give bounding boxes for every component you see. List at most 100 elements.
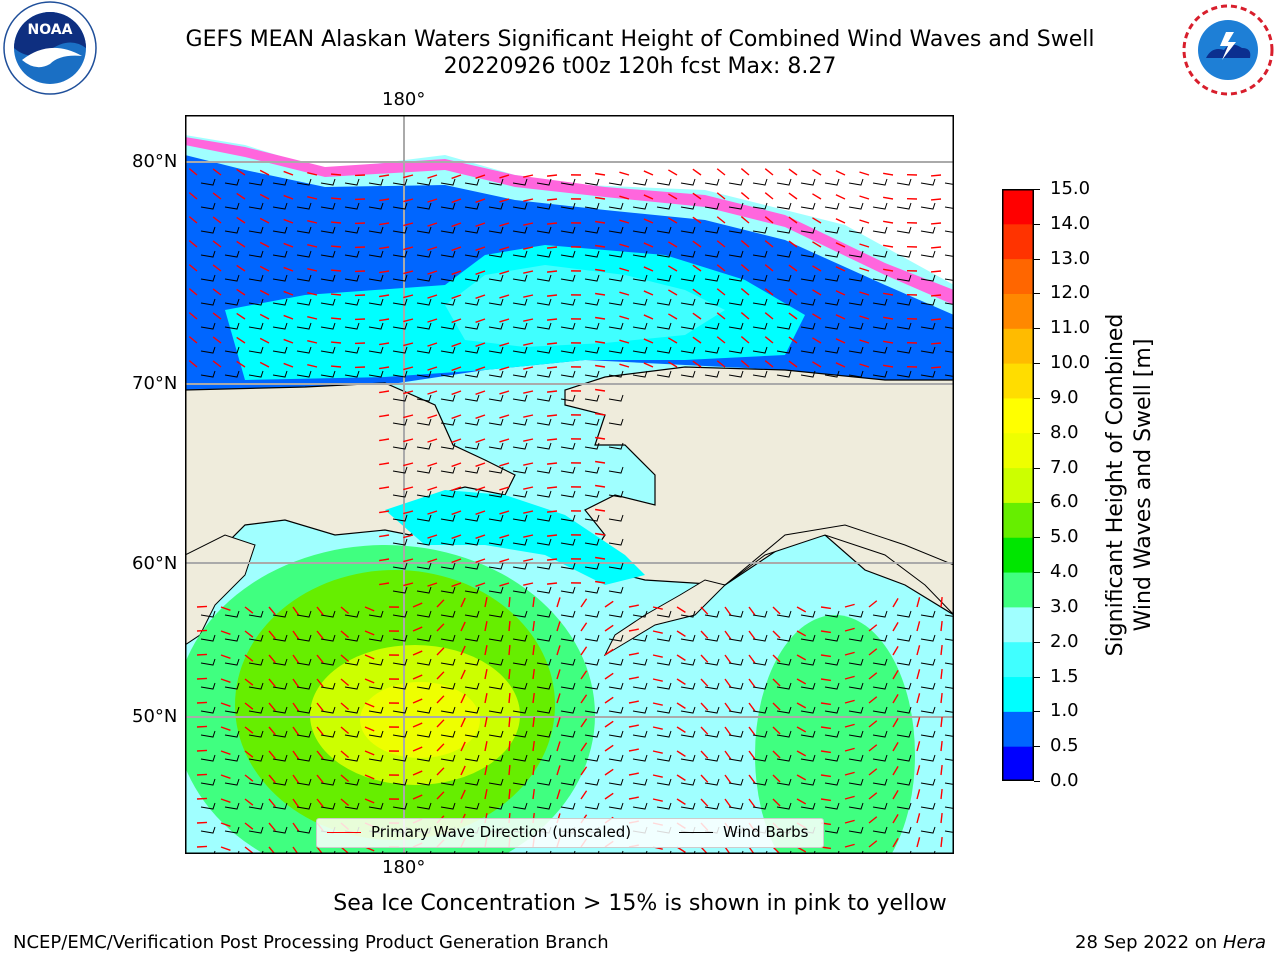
wave-arrow <box>546 174 558 177</box>
wave-arrow <box>835 314 846 320</box>
wind-barb <box>200 682 216 690</box>
wind-barb <box>896 274 912 282</box>
wave-arrow <box>340 606 350 615</box>
wave-arrow <box>604 792 614 800</box>
wave-arrow <box>292 798 300 808</box>
wind-barb <box>440 370 456 378</box>
wave-arrow <box>724 678 732 688</box>
wind-barb <box>560 370 576 378</box>
wind-barb <box>896 802 912 810</box>
wave-arrow <box>716 168 726 176</box>
wave-arrow <box>740 240 750 248</box>
wave-arrow <box>604 624 614 632</box>
wave-arrow <box>212 216 222 224</box>
wind-barb <box>800 802 816 810</box>
wave-arrow <box>892 814 899 824</box>
wind-barb <box>824 658 840 666</box>
wave-arrow <box>508 620 511 632</box>
colorbar-tick-mark <box>1034 397 1040 399</box>
wind-barb <box>848 706 864 714</box>
wind-barb <box>776 322 792 330</box>
wind-barb <box>776 202 792 210</box>
wind-barb <box>920 754 936 762</box>
arctic-ice <box>185 115 954 285</box>
wave-arrow <box>796 774 807 781</box>
wind-barb <box>416 778 432 786</box>
colorbar-tick-label: 12.0 <box>1050 282 1091 304</box>
wave-arrow <box>268 726 276 736</box>
wind-barb <box>704 250 720 258</box>
wind-barb <box>272 754 288 762</box>
wave-arrow <box>652 774 663 778</box>
wind-barb <box>464 202 480 210</box>
wave-arrow <box>628 628 639 632</box>
wave-arrow <box>668 241 678 248</box>
wave-arrow <box>460 717 466 728</box>
wind-barb <box>848 730 864 738</box>
wind-barb <box>392 610 408 618</box>
wind-barb <box>344 730 360 738</box>
wind-barb <box>440 682 456 690</box>
wave-arrow <box>379 558 390 562</box>
wind-barb <box>416 706 432 714</box>
wave-arrow <box>196 629 208 632</box>
wave-arrow <box>546 294 558 297</box>
wave-arrow <box>436 671 445 680</box>
wave-arrow <box>268 774 276 784</box>
wave-arrow <box>643 266 654 272</box>
wave-arrow <box>292 726 300 736</box>
wind-barb <box>416 466 432 474</box>
wind-barb <box>680 226 696 234</box>
wave-arrow <box>523 174 534 178</box>
wind-barb <box>320 298 336 306</box>
wind-barb <box>440 730 456 738</box>
wave-arrow <box>716 192 726 200</box>
wind-barb <box>800 226 816 234</box>
wind-barb <box>920 778 936 786</box>
wind-barb <box>776 778 792 786</box>
wave-arrow <box>788 168 798 176</box>
legend-item-wave-direction: Primary Wave Direction (unscaled) <box>327 823 631 841</box>
colorbar-cell <box>1002 746 1034 781</box>
wave-arrow <box>628 676 639 680</box>
wave-arrow <box>379 486 390 490</box>
wind-barb <box>728 322 744 330</box>
wave-arrow <box>788 192 798 200</box>
wind-barb <box>512 802 528 810</box>
wind-barb <box>200 250 216 258</box>
wind-barb <box>488 754 504 762</box>
wave-arrow <box>475 366 486 371</box>
wave-arrow <box>940 740 943 752</box>
wave-arrow <box>403 534 414 539</box>
wave-arrow <box>859 243 870 248</box>
wind-barb <box>824 202 840 210</box>
wave-arrow <box>268 606 276 616</box>
nws-logo <box>1180 2 1276 98</box>
wave-arrow <box>844 747 855 752</box>
wave-arrow <box>412 650 423 656</box>
wave-arrow <box>764 336 774 344</box>
wave-arrow <box>475 486 486 491</box>
wind-barb <box>560 802 576 810</box>
wind-barb <box>392 706 408 714</box>
wind-barb <box>272 610 288 618</box>
wind-barb <box>656 634 672 642</box>
wind-barb <box>632 730 648 738</box>
wave-arrow <box>244 678 254 686</box>
colorbar-tick-label: 10.0 <box>1050 352 1091 374</box>
wave-arrow <box>788 312 798 320</box>
wave-arrow <box>460 789 466 800</box>
wave-arrow <box>724 630 732 640</box>
wind-barb <box>200 610 216 618</box>
wind-barb <box>464 586 480 594</box>
wave-arrow <box>427 366 438 371</box>
wind-barb <box>848 202 864 210</box>
wind-barb <box>584 490 600 498</box>
wave-arrow <box>546 558 558 561</box>
wind-barb <box>728 754 744 762</box>
wave-arrow <box>859 219 870 224</box>
wind-barb <box>896 658 912 666</box>
wave-arrow <box>940 620 943 632</box>
wave-arrow <box>499 486 510 491</box>
wind-barb <box>704 274 720 282</box>
